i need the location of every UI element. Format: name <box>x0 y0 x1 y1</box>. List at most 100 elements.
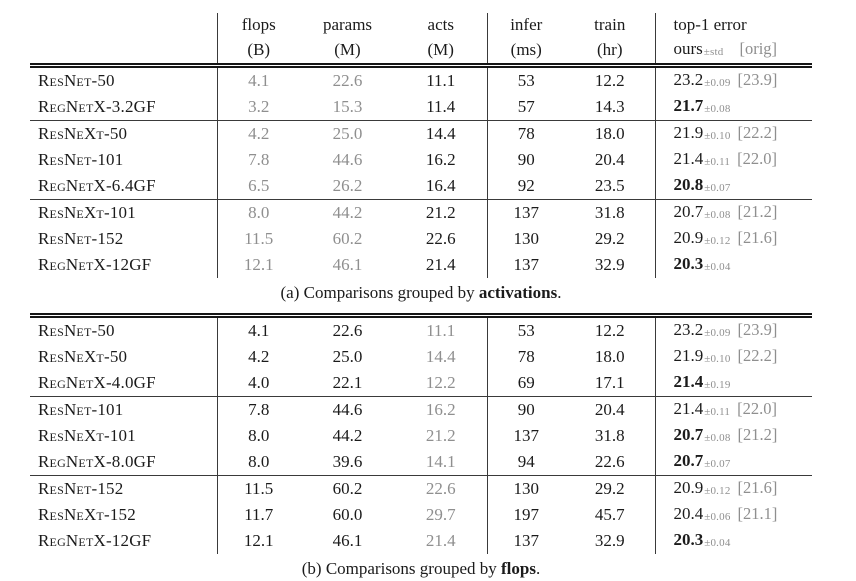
error-orig-value: [22.2] <box>737 346 778 365</box>
model-name-cell: RegNetX-6.4GF <box>38 176 156 195</box>
top1-error-cell: 23.2±0.09 [23.9] <box>654 65 812 94</box>
table-row: RegNetX-12GF 12.1 46.1 21.4 137 32.9 20.… <box>30 528 812 554</box>
train-cell: 17.1 <box>594 373 625 392</box>
table-row: RegNetX-6.4GF 6.5 26.2 16.4 92 23.5 20.8… <box>30 173 812 200</box>
acts-cell: 11.1 <box>426 321 456 340</box>
acts-cell: 11.1 <box>426 71 456 90</box>
flops-cell: 12.1 <box>216 252 300 278</box>
table-b-caption: (b) Comparisons grouped by flops. <box>30 557 812 581</box>
top1-error-cell: 20.3±0.04 <box>654 528 812 554</box>
error-std: ±0.04 <box>704 537 731 549</box>
error-value: 23.2 <box>673 320 704 339</box>
model-name-cell: ResNeXt-152 <box>38 505 136 524</box>
params-cell: 44.2 <box>300 199 395 226</box>
flops-cell: 4.2 <box>216 120 300 147</box>
model-name-cell: ResNet-101 <box>38 150 124 169</box>
top1-error-cell: 23.2±0.09 [23.9] <box>654 315 812 344</box>
error-subheader: ours±std [orig] <box>654 37 812 68</box>
model-name-cell: ResNet-50 <box>38 71 115 90</box>
error-orig-value: [21.1] <box>737 504 778 523</box>
params-cell: 46.1 <box>332 531 363 550</box>
acts-cell: 21.4 <box>425 255 456 274</box>
flops-cell: 11.5 <box>216 475 300 502</box>
table-row: ResNet-101 7.8 44.6 16.2 90 20.4 21.4±0.… <box>30 147 812 173</box>
caption-b-text: (b) Comparisons grouped by <box>301 559 502 578</box>
top1-error-cell: 20.9±0.12 [21.6] <box>654 226 812 252</box>
infer-cell: 92 <box>486 173 565 200</box>
top1-error-cell: 20.9±0.12 [21.6] <box>654 475 812 502</box>
error-std: ±0.12 <box>704 235 731 247</box>
train-cell: 18.0 <box>594 347 625 366</box>
top1-error-cell: 20.8±0.07 <box>654 173 812 200</box>
acts-cell: 16.4 <box>425 176 456 195</box>
error-orig-value: [21.6] <box>737 228 778 247</box>
error-orig-value: [21.2] <box>737 425 778 444</box>
header-row-units: (B) (M) (M) (ms) (hr) ours±std [orig] <box>30 37 812 68</box>
infer-header: infer <box>486 13 565 37</box>
acts-header: acts <box>427 15 454 34</box>
model-name-cell: ResNeXt-101 <box>38 426 136 445</box>
caption-b-bold-word: flops <box>501 559 536 578</box>
error-orig-value: [23.9] <box>737 70 778 89</box>
top1-error-cell: 20.7±0.08 [21.2] <box>654 199 812 226</box>
train-cell: 32.9 <box>594 255 625 274</box>
table-row: ResNet-101 7.8 44.6 16.2 90 20.4 21.4±0.… <box>30 396 812 423</box>
top1-error-cell: 21.9±0.10 [22.2] <box>654 120 812 147</box>
error-std: ±0.09 <box>704 327 731 339</box>
model-name-cell: ResNeXt-50 <box>38 347 128 366</box>
error-value: 20.7 <box>673 202 704 221</box>
error-orig-value: [23.9] <box>737 320 778 339</box>
params-cell: 26.2 <box>332 176 363 195</box>
infer-cell: 78 <box>486 120 565 147</box>
params-cell: 22.6 <box>332 321 363 340</box>
train-cell: 29.2 <box>594 229 625 248</box>
table-a-header: flops params acts infer train top-1 erro… <box>30 13 812 68</box>
train-cell: 31.8 <box>565 199 655 226</box>
infer-cell: 90 <box>486 147 565 173</box>
flops-cell: 6.5 <box>216 173 300 200</box>
acts-cell: 11.4 <box>426 97 456 116</box>
flops-units: (B) <box>216 37 300 68</box>
error-value: 20.9 <box>673 478 704 497</box>
error-std: ±0.07 <box>704 182 731 194</box>
infer-cell: 69 <box>486 370 565 397</box>
train-cell: 29.2 <box>565 475 655 502</box>
flops-cell: 7.8 <box>216 396 300 423</box>
infer-cell: 137 <box>486 423 565 449</box>
params-units: (M) <box>300 37 395 68</box>
acts-cell: 14.4 <box>395 120 487 147</box>
model-name-cell: ResNet-50 <box>38 321 115 340</box>
orig-label: [orig] <box>739 39 778 58</box>
error-std: ±0.08 <box>704 103 731 115</box>
acts-units: (M) <box>395 37 487 68</box>
flops-cell: 8.0 <box>216 423 300 449</box>
error-value: 20.3 <box>673 530 704 549</box>
params-cell: 44.6 <box>300 396 395 423</box>
error-value: 20.7 <box>673 451 704 470</box>
table-row: ResNeXt-101 8.0 44.2 21.2 137 31.8 20.7±… <box>30 423 812 449</box>
flops-cell: 12.1 <box>216 528 300 554</box>
error-std: ±0.09 <box>704 77 731 89</box>
table-row: RegNetX-8.0GF 8.0 39.6 14.1 94 22.6 20.7… <box>30 449 812 476</box>
acts-cell: 21.2 <box>395 199 487 226</box>
error-std: ±0.11 <box>704 406 731 418</box>
std-label: ±std <box>703 46 724 58</box>
infer-cell: 197 <box>486 502 565 528</box>
params-cell: 39.6 <box>332 452 363 471</box>
acts-cell: 16.2 <box>395 396 487 423</box>
error-orig-value: [21.6] <box>737 478 778 497</box>
table-a-body: ResNet-50 4.1 22.6 11.1 53 12.2 23.2±0.0… <box>30 65 812 278</box>
table-b-body: ResNet-50 4.1 22.6 11.1 53 12.2 23.2±0.0… <box>30 315 812 554</box>
params-cell: 25.0 <box>332 347 363 366</box>
train-cell: 14.3 <box>594 97 625 116</box>
error-orig-value: [22.0] <box>737 149 778 168</box>
model-name-cell: RegNetX-12GF <box>38 531 152 550</box>
results-table-activations: flops params acts infer train top-1 erro… <box>30 13 812 278</box>
error-orig-value: [22.2] <box>737 123 778 142</box>
table-b-wrapper: ResNet-50 4.1 22.6 11.1 53 12.2 23.2±0.0… <box>30 313 812 554</box>
caption-a-bold-word: activations <box>478 283 558 302</box>
infer-cell: 130 <box>486 226 565 252</box>
flops-header: flops <box>216 13 300 37</box>
error-value: 23.2 <box>673 70 704 89</box>
error-std: ±0.08 <box>704 432 731 444</box>
